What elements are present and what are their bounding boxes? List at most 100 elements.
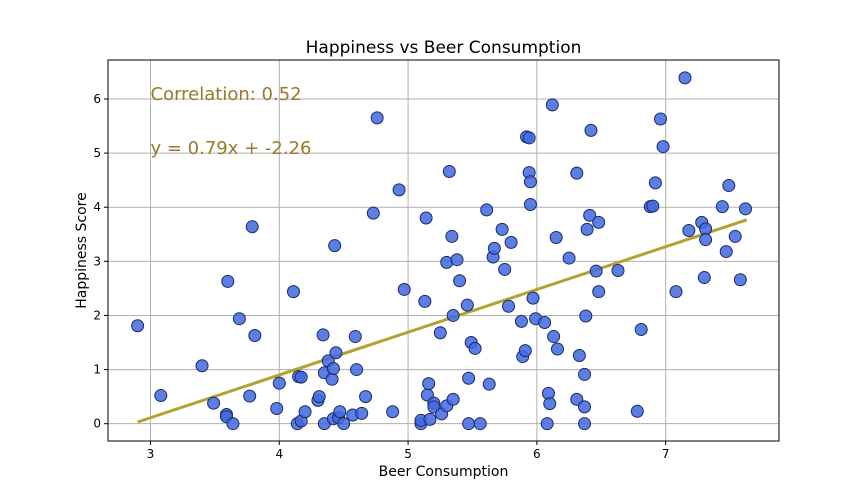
data-point-57	[442, 164, 456, 178]
data-point-8	[232, 312, 246, 326]
data-point-41	[386, 405, 400, 419]
data-point-30	[329, 346, 343, 360]
data-point-98	[572, 348, 586, 362]
data-point-76	[504, 235, 518, 249]
data-point-37	[355, 406, 369, 420]
data-point-106	[589, 264, 603, 278]
data-point-114	[648, 176, 662, 190]
data-point-0	[131, 319, 145, 333]
data-point-9	[243, 389, 257, 403]
x-tick-label-2: 5	[404, 447, 412, 461]
data-point-22	[316, 328, 330, 342]
data-point-102	[579, 309, 593, 323]
data-point-27	[326, 361, 340, 375]
data-point-33	[337, 417, 351, 431]
data-point-119	[682, 223, 696, 237]
data-point-87	[538, 315, 552, 329]
data-point-88	[540, 417, 554, 431]
data-point-97	[570, 392, 584, 406]
data-point-92	[547, 330, 561, 344]
data-point-42	[392, 183, 406, 197]
data-point-129	[739, 202, 753, 216]
data-point-67	[468, 341, 482, 355]
data-point-11	[248, 328, 262, 342]
x-tick-label-4: 7	[662, 447, 670, 461]
fit-line-group	[137, 218, 748, 424]
data-point-62	[453, 274, 467, 288]
equation-annotation: y = 0.79x + -2.26	[151, 138, 312, 159]
data-point-49	[422, 377, 436, 391]
data-point-72	[487, 241, 501, 255]
data-point-116	[656, 140, 670, 154]
data-point-3	[207, 396, 221, 410]
data-point-69	[480, 203, 494, 217]
data-point-105	[584, 123, 598, 137]
data-point-74	[498, 262, 512, 276]
data-point-6	[221, 274, 235, 288]
correlation-annotation: Correlation: 0.52	[151, 84, 302, 105]
data-point-26	[325, 372, 339, 386]
data-point-123	[699, 233, 713, 247]
data-point-38	[359, 390, 373, 404]
y-axis-label: Happiness Score	[74, 192, 90, 309]
data-point-46	[418, 294, 432, 308]
y-ticks: 0 1 2 3 4 5 6	[93, 92, 108, 431]
x-tick-label-0: 3	[147, 447, 155, 461]
data-point-19	[298, 405, 312, 419]
data-point-84	[523, 197, 537, 211]
points-group	[131, 71, 753, 431]
data-point-59	[446, 308, 460, 322]
y-tick-label-4: 4	[93, 200, 101, 214]
data-point-107	[592, 215, 606, 229]
data-point-40	[370, 111, 384, 125]
y-tick-label-6: 6	[93, 92, 101, 106]
x-axis-label: Beer Consumption	[379, 464, 509, 480]
data-point-32	[333, 405, 347, 419]
data-point-100	[578, 400, 592, 414]
data-point-35	[348, 330, 362, 344]
fit-line	[137, 218, 748, 424]
data-point-14	[286, 285, 300, 299]
data-point-58	[445, 229, 459, 243]
data-point-117	[669, 285, 683, 299]
data-point-36	[350, 363, 364, 377]
data-point-90	[543, 397, 557, 411]
x-tick-label-3: 6	[533, 447, 541, 461]
data-point-91	[545, 98, 559, 112]
data-point-111	[634, 323, 648, 337]
data-point-43	[397, 282, 411, 296]
data-point-60	[446, 392, 460, 406]
data-point-21	[312, 390, 326, 404]
data-point-39	[366, 206, 380, 220]
data-point-79	[518, 344, 532, 358]
data-point-2	[195, 359, 209, 373]
data-point-95	[562, 251, 576, 265]
y-tick-label-5: 5	[93, 146, 101, 160]
data-point-75	[502, 299, 516, 313]
data-point-125	[719, 245, 733, 259]
data-point-1	[154, 389, 168, 403]
x-tick-label-1: 4	[275, 447, 283, 461]
data-point-63	[460, 298, 474, 312]
y-tick-label-0: 0	[93, 417, 101, 431]
data-point-17	[294, 370, 308, 384]
data-point-94	[550, 342, 564, 356]
data-point-73	[495, 222, 509, 236]
data-point-126	[722, 179, 736, 193]
data-point-104	[583, 208, 597, 222]
data-point-13	[272, 376, 286, 390]
data-point-110	[630, 404, 644, 418]
y-tick-label-1: 1	[93, 363, 101, 377]
data-point-96	[570, 166, 584, 180]
data-point-115	[654, 112, 668, 126]
data-point-64	[462, 371, 476, 385]
data-point-122	[699, 222, 713, 236]
data-point-127	[728, 229, 742, 243]
plot-frame	[107, 59, 780, 442]
data-point-99	[578, 417, 592, 431]
data-point-109	[611, 264, 625, 278]
data-point-53	[433, 326, 447, 340]
data-point-10	[245, 220, 259, 234]
